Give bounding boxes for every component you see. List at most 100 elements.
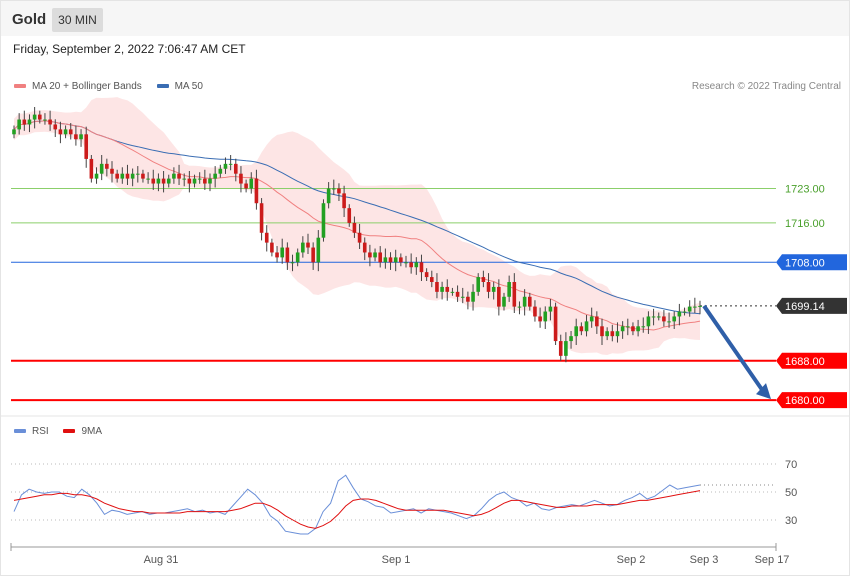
level-tag-4 <box>776 352 847 369</box>
candle-body-67 <box>357 232 362 243</box>
candle-body-74 <box>393 257 398 263</box>
candle-body-82 <box>435 282 439 292</box>
candle-body-98 <box>517 306 522 308</box>
candle-body-77 <box>409 262 413 268</box>
candle-body-25 <box>141 173 145 179</box>
datetime-label: Friday, September 2, 2022 7:06:47 AM CET <box>13 42 246 56</box>
candle-body-81 <box>429 277 434 282</box>
candle-body-125 <box>656 316 661 318</box>
candle-body-16 <box>94 173 99 179</box>
candle-body-63 <box>337 188 341 194</box>
candle-body-110 <box>579 326 584 332</box>
candle-body-22 <box>125 173 130 179</box>
candle-body-55 <box>295 252 300 263</box>
candle-body-89 <box>471 291 475 302</box>
candle-body-15 <box>89 158 94 179</box>
candle-body-38 <box>208 178 212 184</box>
candle-body-18 <box>105 163 109 169</box>
candle-body-12 <box>74 134 78 140</box>
candle-body-126 <box>662 316 666 322</box>
candle-body-114 <box>600 326 604 337</box>
candle-body-41 <box>223 163 228 169</box>
candle-body-40 <box>218 168 223 174</box>
candle-body-39 <box>213 173 217 179</box>
candle-body-49 <box>264 232 269 243</box>
bollinger-band <box>14 97 700 355</box>
candle-body-11 <box>68 129 73 135</box>
candle-body-9 <box>58 129 63 135</box>
candle-body-24 <box>135 173 140 175</box>
instrument-title: Gold <box>12 11 47 28</box>
candle-body-17 <box>99 163 104 174</box>
candle-body-52 <box>280 247 285 258</box>
x-tick-label-1: Sep 1 <box>382 554 411 566</box>
candle-body-36 <box>197 178 202 180</box>
candle-body-87 <box>460 296 465 298</box>
candles <box>12 106 702 363</box>
candle-body-72 <box>383 257 388 263</box>
candle-body-128 <box>672 316 677 322</box>
level-tag-3 <box>776 297 847 314</box>
candle-body-8 <box>53 124 58 130</box>
credit-label: Research © 2022 Trading Central <box>691 81 841 92</box>
candle-body-102 <box>538 316 542 322</box>
level-label-1: 1716.00 <box>785 218 825 230</box>
candle-body-50 <box>270 242 274 253</box>
candle-body-103 <box>543 311 548 322</box>
candle-body-121 <box>636 326 640 332</box>
candle-body-44 <box>239 173 243 184</box>
candle-body-75 <box>399 257 403 263</box>
forecast-arrowhead <box>756 383 771 400</box>
candle-body-14 <box>84 134 89 159</box>
candle-body-117 <box>615 331 620 337</box>
candle-body-132 <box>693 306 697 308</box>
candle-body-65 <box>347 208 352 223</box>
level-label-0: 1723.00 <box>785 183 825 195</box>
candle-body-28 <box>156 178 161 184</box>
level-label-4: 1688.00 <box>785 356 825 368</box>
candle-body-112 <box>589 316 594 322</box>
candle-body-37 <box>203 178 207 184</box>
level-tag-5 <box>776 392 847 409</box>
candle-body-26 <box>146 178 150 180</box>
x-tick-label-0: Aug 31 <box>144 554 179 566</box>
timeframe-button[interactable]: 30 MIN <box>52 8 103 32</box>
candle-body-95 <box>502 296 506 307</box>
candle-body-91 <box>481 277 486 282</box>
candle-body-68 <box>362 242 367 253</box>
candle-body-31 <box>172 173 176 179</box>
candle-body-108 <box>569 336 573 342</box>
candle-body-46 <box>249 178 254 189</box>
candle-body-13 <box>79 134 83 140</box>
candle-body-123 <box>646 316 651 327</box>
ma50-line <box>13 120 701 315</box>
candle-body-64 <box>342 193 346 209</box>
candle-body-48 <box>259 203 264 233</box>
level-label-3: 1699.14 <box>785 301 825 313</box>
candle-body-92 <box>486 282 491 292</box>
candle-body-93 <box>491 286 496 292</box>
candle-body-99 <box>522 296 527 307</box>
candle-body-3 <box>27 119 32 125</box>
candle-body-66 <box>352 222 357 233</box>
candle-body-78 <box>414 262 419 268</box>
rsi-series-0 <box>13 474 701 535</box>
chart-header: Gold 30 MIN <box>1 1 849 36</box>
candle-body-29 <box>161 178 166 184</box>
candle-body-80 <box>424 272 429 278</box>
candle-body-113 <box>595 316 599 327</box>
price-legend: MA 20 + Bollinger Bands MA 50 <box>14 81 203 92</box>
candle-body-61 <box>326 188 331 204</box>
candle-body-73 <box>388 257 393 263</box>
candle-body-47 <box>254 178 259 204</box>
candle-body-33 <box>182 178 187 180</box>
candle-body-43 <box>233 163 238 174</box>
candle-body-100 <box>527 296 532 307</box>
candle-body-56 <box>301 242 305 253</box>
candle-body-106 <box>558 341 563 356</box>
rsi-tick-1: 50 <box>785 487 797 499</box>
x-tick-label-2: Sep 2 <box>617 554 646 566</box>
candle-body-105 <box>553 306 558 342</box>
candle-body-76 <box>404 262 408 264</box>
